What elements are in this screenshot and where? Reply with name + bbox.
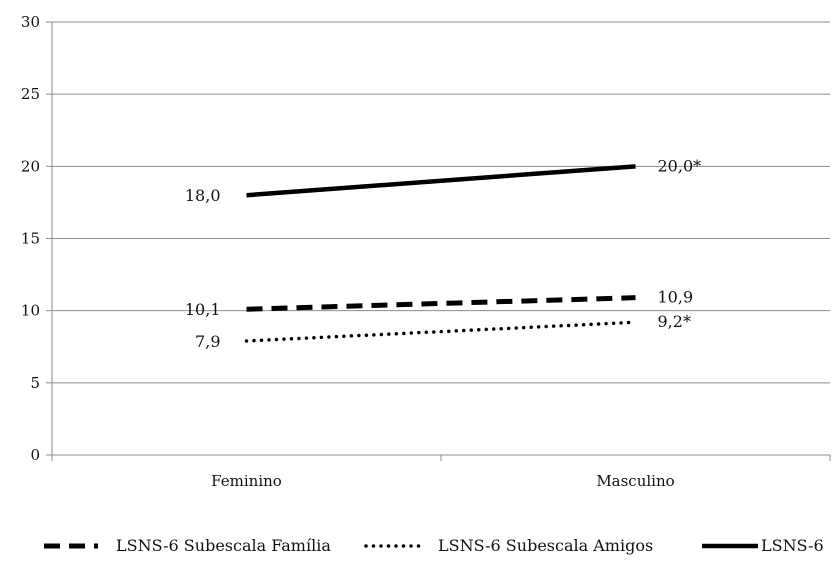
x-tick-label: Masculino (596, 472, 674, 490)
series-line (246, 295, 636, 312)
y-tick-label: 5 (30, 374, 40, 392)
y-tick-label: 25 (21, 85, 40, 103)
data-label: 9,2* (658, 312, 691, 331)
y-tick-label: 30 (21, 13, 40, 31)
series-line (244, 320, 638, 343)
data-label: 18,0 (185, 186, 221, 205)
legend-item-label: LSNS-6 Subescala Família (116, 536, 331, 555)
y-tick-label: 20 (21, 157, 40, 175)
data-label: 10,9 (658, 288, 694, 307)
legend-item-label: LSNS-6 (761, 536, 824, 555)
series-line (246, 164, 636, 198)
x-tick-label: Feminino (211, 472, 282, 490)
data-label: 7,9 (195, 332, 220, 351)
y-tick-label: 15 (21, 230, 40, 248)
y-tick-label: 0 (30, 446, 40, 464)
data-label: 20,0* (658, 156, 702, 175)
legend-item-label: LSNS-6 Subescala Amigos (438, 536, 653, 555)
data-label: 10,1 (185, 300, 221, 319)
y-tick-label: 10 (21, 302, 40, 320)
